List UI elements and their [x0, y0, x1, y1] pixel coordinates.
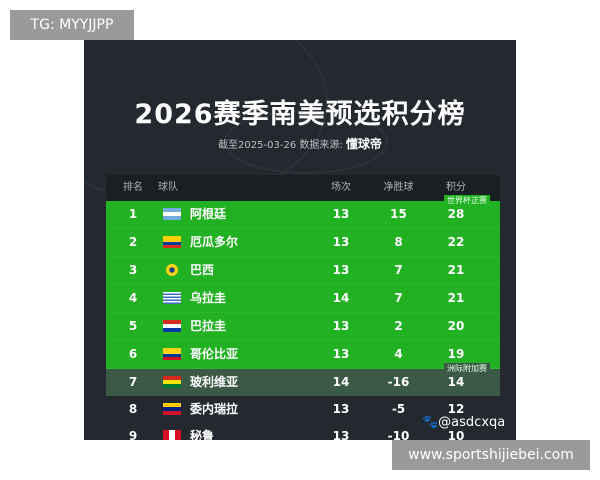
goal-difference: 7 — [394, 263, 403, 277]
table-row[interactable]: 5 巴拉圭 13 2 20 — [106, 313, 500, 341]
rank: 5 — [128, 319, 138, 333]
team-name: 阿根廷 — [190, 207, 227, 221]
watermark: www.sportshijiebei.com — [392, 440, 590, 470]
played: 13 — [332, 207, 350, 221]
played: 13 — [332, 319, 350, 333]
goal-difference: 2 — [394, 319, 403, 333]
team-name: 巴拉圭 — [190, 319, 227, 333]
points: 21 — [447, 291, 465, 305]
rank: 6 — [128, 347, 138, 361]
table-row[interactable]: 4 乌拉圭 14 7 21 — [106, 285, 500, 313]
points: 22 — [447, 235, 465, 249]
goal-difference: -10 — [387, 429, 410, 440]
subtitle: 截至2025-03-26 数据来源: 懂球帝 — [84, 135, 516, 152]
table-row[interactable]: 3 巴西 13 7 21 — [106, 257, 500, 285]
rank: 2 — [128, 235, 138, 249]
goal-difference: 7 — [394, 291, 403, 305]
points: 20 — [447, 319, 465, 333]
goal-difference: 4 — [394, 347, 403, 361]
table-row[interactable]: 9 秘鲁 13 -10 10 — [106, 423, 500, 440]
argentina-flag-icon — [163, 208, 181, 220]
header-team: 球队 — [158, 182, 178, 193]
peru-flag-icon — [163, 430, 181, 440]
team-name: 厄瓜多尔 — [190, 235, 239, 249]
rank: 4 — [128, 291, 138, 305]
zone-label-direct: 世界杯正赛 — [444, 195, 490, 206]
played: 14 — [332, 375, 350, 389]
date-source: 截至2025-03-26 数据来源: — [218, 140, 343, 151]
table-row[interactable]: 8 委内瑞拉 13 -5 12 — [106, 396, 500, 423]
background-decoration — [224, 110, 388, 174]
tg-label: TG: MYYJJPP — [10, 10, 134, 40]
author-handle: 🐾@asdcxqa — [422, 415, 506, 430]
bolivia-flag-icon — [163, 376, 181, 388]
page-title: 2026赛季南美预选积分榜 — [134, 99, 466, 130]
venezuela-flag-icon — [163, 403, 181, 415]
played: 13 — [332, 402, 350, 416]
played: 13 — [332, 429, 350, 440]
standings-table: 排名 球队 场次 净胜球 积分 世界杯正赛 1 阿根廷 13 15 28 2 厄… — [106, 175, 500, 440]
played: 13 — [332, 347, 350, 361]
points: 28 — [447, 207, 465, 221]
table-row[interactable]: 世界杯正赛 1 阿根廷 13 15 28 — [106, 195, 500, 229]
team-name: 乌拉圭 — [190, 291, 227, 305]
standings-card: 2026赛季南美预选积分榜 截至2025-03-26 数据来源: 懂球帝 排名 … — [84, 40, 516, 440]
team-name: 巴西 — [190, 263, 215, 277]
points: 10 — [447, 429, 465, 440]
rank: 7 — [128, 375, 138, 389]
points: 21 — [447, 263, 465, 277]
rank: 3 — [128, 263, 138, 277]
uruguay-flag-icon — [163, 292, 181, 304]
source-logo: 懂球帝 — [345, 137, 382, 151]
team-name: 玻利维亚 — [190, 375, 239, 389]
points: 19 — [447, 347, 465, 361]
team-name: 委内瑞拉 — [190, 402, 239, 416]
header-gd: 净胜球 — [383, 182, 414, 193]
zone-label-playoff: 洲际附加赛 — [444, 363, 490, 374]
goal-difference: -16 — [387, 375, 410, 389]
header-pts: 积分 — [446, 182, 466, 193]
table-header: 排名 球队 场次 净胜球 积分 — [106, 175, 500, 201]
table-row[interactable]: 2 厄瓜多尔 13 8 22 — [106, 229, 500, 257]
ecuador-flag-icon — [163, 236, 181, 248]
goal-difference: -5 — [391, 402, 406, 416]
rank: 9 — [128, 429, 138, 440]
table-row[interactable]: 洲际附加赛 7 玻利维亚 14 -16 14 — [106, 363, 500, 396]
goal-difference: 8 — [394, 235, 403, 249]
played: 14 — [332, 291, 350, 305]
points: 14 — [447, 375, 465, 389]
team-name: 秘鲁 — [190, 429, 215, 440]
points: 12 — [447, 402, 465, 416]
played: 13 — [332, 263, 350, 277]
goal-difference: 15 — [390, 207, 407, 221]
rank: 8 — [128, 402, 138, 416]
paraguay-flag-icon — [163, 320, 181, 332]
header-played: 场次 — [331, 182, 351, 193]
rank: 1 — [128, 207, 138, 221]
header-rank: 排名 — [123, 182, 143, 193]
colombia-flag-icon — [163, 348, 181, 360]
team-name: 哥伦比亚 — [190, 347, 239, 361]
played: 13 — [332, 235, 350, 249]
brazil-flag-icon — [163, 264, 181, 276]
table-row[interactable]: 6 哥伦比亚 13 4 19 — [106, 341, 500, 369]
